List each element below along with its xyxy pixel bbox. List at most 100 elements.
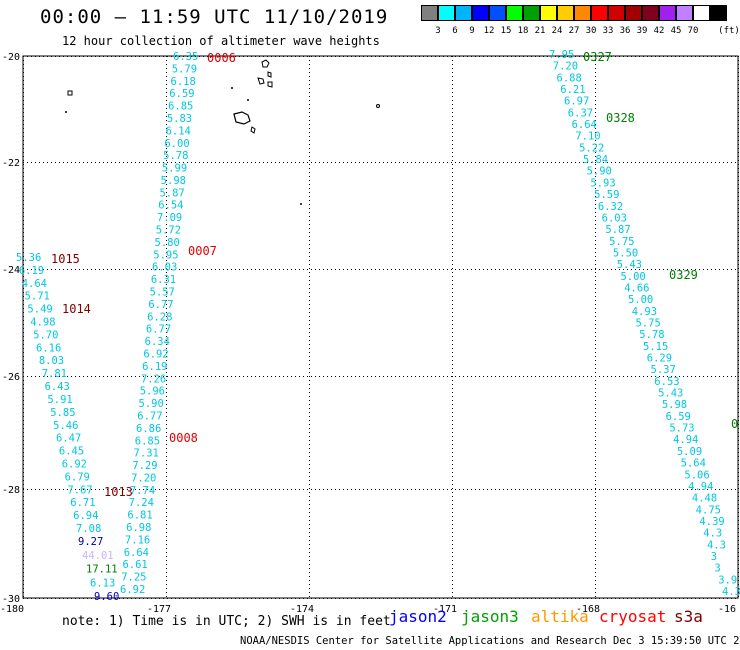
grid-dot — [595, 192, 596, 193]
track-time-label: 1014 — [62, 302, 91, 316]
grid-dot — [471, 376, 472, 377]
grid-dot — [595, 596, 596, 597]
grid-dot — [627, 269, 628, 270]
grid-dot — [215, 376, 216, 377]
grid-dot — [166, 68, 167, 69]
grid-dot — [503, 489, 504, 490]
grid-dot — [219, 269, 220, 270]
grid-dot — [275, 56, 276, 57]
grid-dot — [595, 76, 596, 77]
grid-dot — [455, 598, 456, 599]
grid-dot — [139, 162, 140, 163]
grid-dot — [738, 260, 739, 261]
grid-dot — [595, 576, 596, 577]
grid-dot — [595, 508, 596, 509]
grid-dot — [203, 376, 204, 377]
grid-dot — [723, 162, 724, 163]
grid-dot — [331, 162, 332, 163]
grid-dot — [423, 376, 424, 377]
grid-dot — [479, 269, 480, 270]
wave-height-value: 6.31 — [151, 274, 176, 286]
grid-dot — [559, 489, 560, 490]
grid-dot — [323, 376, 324, 377]
grid-dot — [391, 56, 392, 57]
legend-swatch — [591, 5, 608, 21]
grid-dot — [631, 56, 632, 57]
grid-dot — [738, 564, 739, 565]
grid-dot — [309, 272, 310, 273]
grid-dot — [547, 489, 548, 490]
x-tick-label: -16 — [718, 604, 736, 615]
wave-height-value: 4.66 — [624, 282, 649, 294]
grid-dot — [23, 348, 24, 349]
grid-dot — [639, 598, 640, 599]
wave-height-value: 7.20 — [553, 61, 578, 73]
grid-dot — [323, 269, 324, 270]
grid-dot — [23, 464, 24, 465]
grid-dot — [339, 269, 340, 270]
grid-dot — [319, 56, 320, 57]
grid-dot — [555, 376, 556, 377]
grid-dot — [163, 162, 164, 163]
grid-dot — [309, 268, 310, 269]
grid-dot — [309, 176, 310, 177]
grid-dot — [309, 436, 310, 437]
grid-dot — [379, 56, 380, 57]
grid-dot — [575, 269, 576, 270]
grid-dot — [99, 162, 100, 163]
grid-dot — [647, 162, 648, 163]
grid-dot — [523, 598, 524, 599]
grid-dot — [23, 328, 24, 329]
grid-dot — [427, 269, 428, 270]
grid-dot — [591, 598, 592, 599]
wave-height-value: 7.24 — [129, 497, 154, 509]
grid-dot — [699, 489, 700, 490]
grid-dot — [595, 328, 596, 329]
wave-height-value: 6.86 — [136, 423, 161, 435]
wave-height-value: 5.84 — [583, 154, 608, 166]
grid-dot — [738, 100, 739, 101]
grid-dot — [327, 489, 328, 490]
grid-dot — [139, 376, 140, 377]
grid-dot — [166, 436, 167, 437]
grid-dot — [579, 598, 580, 599]
grid-dot — [463, 269, 464, 270]
grid-dot — [243, 269, 244, 270]
grid-dot — [719, 269, 720, 270]
grid-dot — [467, 598, 468, 599]
grid-dot — [23, 108, 24, 109]
grid-dot — [675, 269, 676, 270]
grid-dot — [395, 162, 396, 163]
grid-dot — [309, 128, 310, 129]
grid-dot — [309, 544, 310, 545]
grid-dot — [511, 489, 512, 490]
grid-dot — [371, 376, 372, 377]
grid-dot — [166, 396, 167, 397]
grid-dot — [738, 312, 739, 313]
grid-dot — [179, 376, 180, 377]
grid-dot — [551, 269, 552, 270]
grid-dot — [419, 376, 420, 377]
grid-dot — [166, 316, 167, 317]
grid-dot — [707, 269, 708, 270]
grid-dot — [543, 598, 544, 599]
grid-dot — [452, 244, 453, 245]
grid-dot — [309, 352, 310, 353]
grid-dot — [155, 56, 156, 57]
grid-dot — [452, 464, 453, 465]
grid-dot — [583, 598, 584, 599]
grid-dot — [347, 489, 348, 490]
grid-dot — [267, 56, 268, 57]
grid-dot — [738, 164, 739, 165]
wave-height-value: 6.71 — [70, 497, 95, 509]
grid-dot — [309, 296, 310, 297]
grid-dot — [23, 484, 24, 485]
grid-dot — [75, 162, 76, 163]
grid-dot — [452, 480, 453, 481]
wave-height-value: 9.27 — [78, 536, 103, 548]
grid-dot — [627, 489, 628, 490]
grid-dot — [491, 598, 492, 599]
grid-dot — [738, 408, 739, 409]
grid-dot — [309, 388, 310, 389]
grid-dot — [415, 269, 416, 270]
